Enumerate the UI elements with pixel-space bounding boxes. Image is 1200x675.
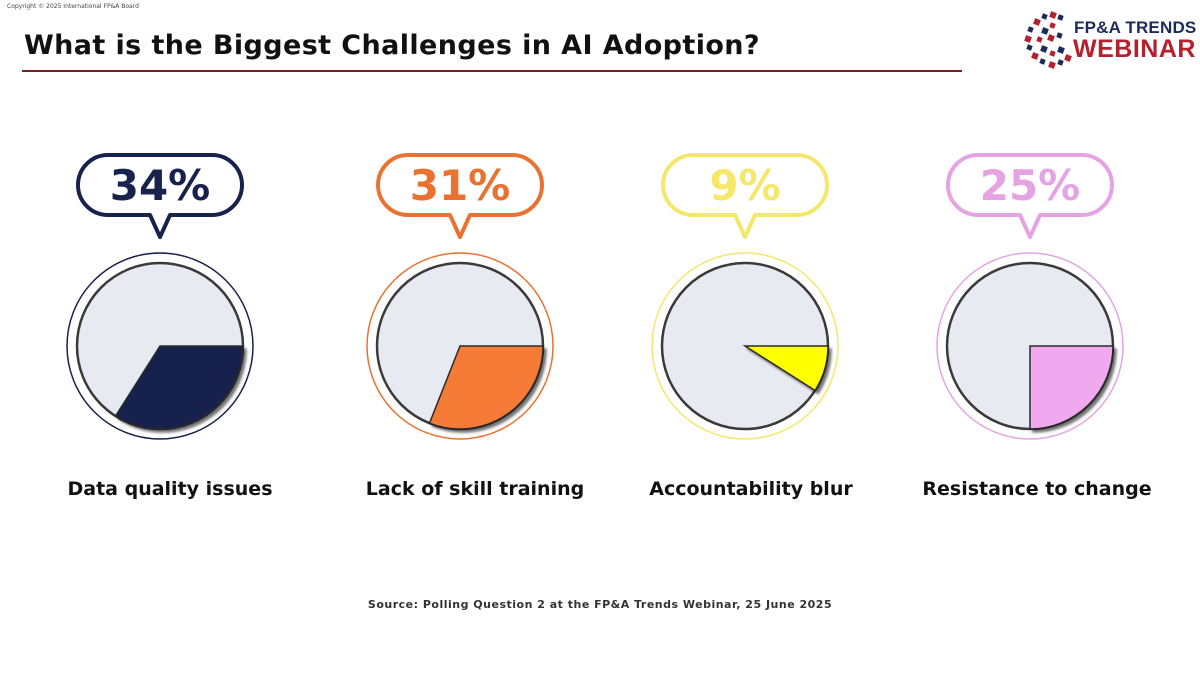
value-label-resistance: 25% (980, 161, 1081, 210)
logo-square (1026, 44, 1033, 51)
value-bubble-accountability (661, 153, 829, 239)
logo-square (1057, 14, 1064, 21)
category-label-data-quality: Data quality issues (67, 478, 273, 500)
title-underline (22, 70, 962, 72)
logo-text-line1: FP&A TRENDS (1074, 18, 1197, 37)
logo-mark-icon (1024, 11, 1072, 69)
logo-square (1049, 22, 1056, 29)
logo-square (1024, 35, 1032, 43)
logo-square (1057, 46, 1065, 54)
logo-text-line2: WEBINAR (1073, 35, 1196, 63)
logo-square (1036, 36, 1043, 43)
value-bubble-resistance (946, 153, 1114, 239)
pie-slice-resistance (1029, 345, 1114, 430)
logo-square (1039, 58, 1046, 65)
copyright-notice: Copyright © 2025 International FP&A Boar… (7, 3, 139, 10)
category-label-skill-training: Lack of skill training (365, 478, 585, 500)
fpa-trends-logo: FP&A TRENDS WEBINAR (1020, 8, 1196, 70)
logo-square (1047, 34, 1055, 42)
value-label-skill-training: 31% (410, 161, 511, 210)
pie-slice-accountability (742, 345, 829, 392)
pie-charts: 34% 31% 9% 25% (66, 153, 1124, 440)
value-bubble-skill-training (376, 153, 544, 239)
logo-square (1041, 27, 1049, 35)
logo-square (1048, 61, 1056, 69)
logo-square (1049, 11, 1057, 19)
pie-slice-skill-training (428, 345, 544, 430)
logo-square (1027, 26, 1034, 33)
value-bubble-data-quality (76, 153, 244, 239)
pie-slice-data-quality (114, 345, 244, 430)
logo-square (1057, 59, 1064, 66)
logo-square (1064, 54, 1072, 62)
logo-square (1056, 32, 1063, 39)
logo-square (1041, 13, 1048, 20)
value-label-data-quality: 34% (110, 161, 211, 210)
logo-square (1049, 50, 1056, 57)
logo-square (1033, 18, 1041, 26)
logo-square (1040, 45, 1048, 53)
source-note: Source: Polling Question 2 at the FP&A T… (367, 598, 833, 611)
logo-square (1031, 52, 1039, 60)
slide-title: What is the Biggest Challenges in AI Ado… (24, 30, 760, 61)
category-label-accountability: Accountability blur (649, 478, 853, 500)
value-label-accountability: 9% (709, 161, 780, 210)
pie-chart-row: 34% 31% 9% 25% Data quality issues Lack of … (0, 140, 1200, 520)
category-label-resistance: Resistance to change (922, 478, 1152, 500)
